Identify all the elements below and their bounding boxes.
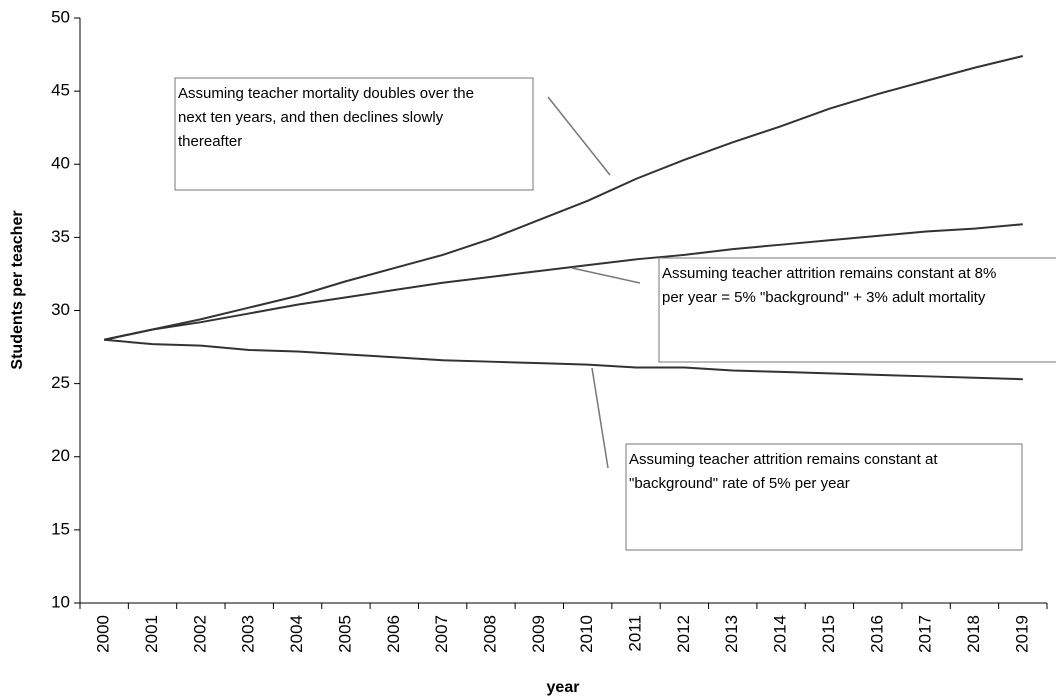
x-tick-label: 2004 (287, 615, 306, 653)
x-tick-label: 2001 (142, 615, 161, 653)
x-tick-label: 2018 (964, 615, 983, 653)
annotation-text: "background" rate of 5% per year (629, 475, 850, 492)
x-tick-label: 2003 (239, 615, 258, 653)
x-tick-label: 2005 (335, 615, 354, 653)
x-tick-label: 2006 (384, 615, 403, 653)
y-tick-label: 45 (51, 81, 70, 100)
y-tick-label: 10 (51, 592, 70, 611)
y-tick-label: 25 (51, 373, 70, 392)
annotation-text: Assuming teacher mortality doubles over … (178, 85, 474, 102)
y-axis-label: Students per teacher (9, 210, 26, 369)
annotation-text: thereafter (178, 133, 242, 150)
y-tick-label: 20 (51, 446, 70, 465)
x-tick-label: 2002 (190, 615, 209, 653)
annotation-text: next ten years, and then declines slowly (178, 109, 444, 126)
y-tick-label: 15 (51, 519, 70, 538)
x-tick-label: 2013 (722, 615, 741, 653)
y-tick-label: 50 (51, 7, 70, 26)
x-tick-label: 2000 (94, 615, 113, 653)
x-tick-label: 2015 (819, 615, 838, 653)
x-tick-label: 2017 (916, 615, 935, 653)
y-tick-label: 40 (51, 154, 70, 173)
x-tick-label: 2009 (529, 615, 548, 653)
annotation-box (658, 257, 1056, 363)
x-tick-label: 2010 (577, 615, 596, 653)
annotation-text: Assuming teacher attrition remains const… (662, 265, 996, 282)
y-tick-label: 35 (51, 227, 70, 246)
y-tick-label: 30 (51, 300, 70, 319)
leader-line (591, 367, 609, 469)
x-tick-label: 2011 (626, 615, 645, 652)
leader-line (571, 267, 641, 284)
annotation-box (174, 77, 534, 191)
x-tick-label: 2019 (1012, 615, 1031, 653)
x-tick-label: 2016 (867, 615, 886, 653)
annotation-box (625, 443, 1023, 551)
series-line (103, 223, 1023, 341)
series-line (103, 55, 1024, 341)
leader-line (547, 96, 611, 176)
annotation-text: per year = 5% "background" + 3% adult mo… (662, 289, 986, 306)
series-line (104, 338, 1023, 381)
annotation-text: Assuming teacher attrition remains const… (629, 451, 938, 468)
x-tick-label: 2014 (771, 615, 790, 653)
x-tick-label: 2008 (480, 615, 499, 653)
x-tick-label: 2007 (432, 615, 451, 653)
x-axis-label: year (547, 679, 580, 696)
x-tick-label: 2012 (674, 615, 693, 653)
